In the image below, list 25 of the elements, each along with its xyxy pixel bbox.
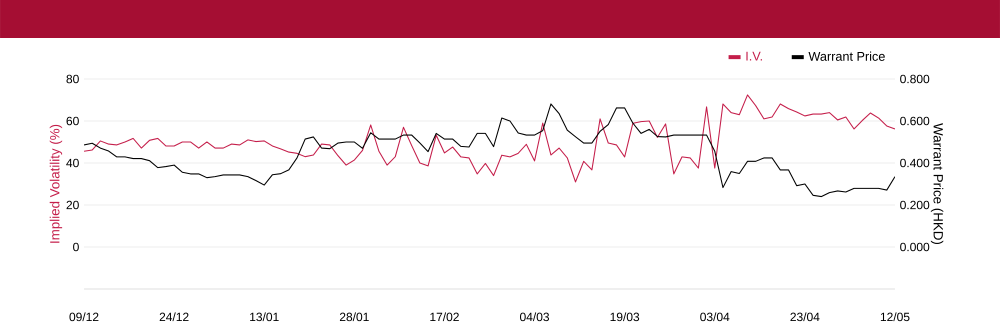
- x-tick-label: 03/04: [700, 312, 730, 322]
- y-tick-label: 20: [66, 200, 79, 210]
- y2-tick-label: 0.000: [900, 242, 930, 252]
- y2-tick-label: 0.800: [900, 74, 930, 84]
- y2-tick-label: 0.200: [900, 200, 930, 210]
- x-tick-label: 12/05: [880, 312, 910, 322]
- y-tick-label: 40: [66, 158, 79, 168]
- y-tick-label: 60: [66, 116, 79, 126]
- x-tick-label: 17/02: [430, 312, 459, 322]
- x-tick-label: 09/12: [69, 312, 98, 322]
- y-tick-label: 0: [73, 242, 79, 252]
- x-tick-label: 04/03: [520, 312, 550, 322]
- legend-label: Warrant Price: [808, 52, 885, 61]
- y-axis-title: Implied Volatility (%): [50, 124, 62, 243]
- x-tick-label: 24/12: [160, 312, 189, 322]
- x-tick-label: 19/03: [610, 312, 640, 322]
- y-tick-label: 80: [66, 74, 79, 84]
- y2-axis-title: Warrant Price (HKD): [930, 123, 944, 244]
- legend-label: I.V.: [746, 52, 762, 60]
- y2-tick-label: 0.600: [900, 116, 930, 126]
- x-tick-label: 28/01: [340, 312, 369, 322]
- y2-tick-label: 0.400: [900, 158, 930, 168]
- x-tick-label: 13/01: [250, 312, 279, 322]
- line-series: [84, 94, 895, 182]
- x-tick-label: 23/04: [790, 312, 820, 322]
